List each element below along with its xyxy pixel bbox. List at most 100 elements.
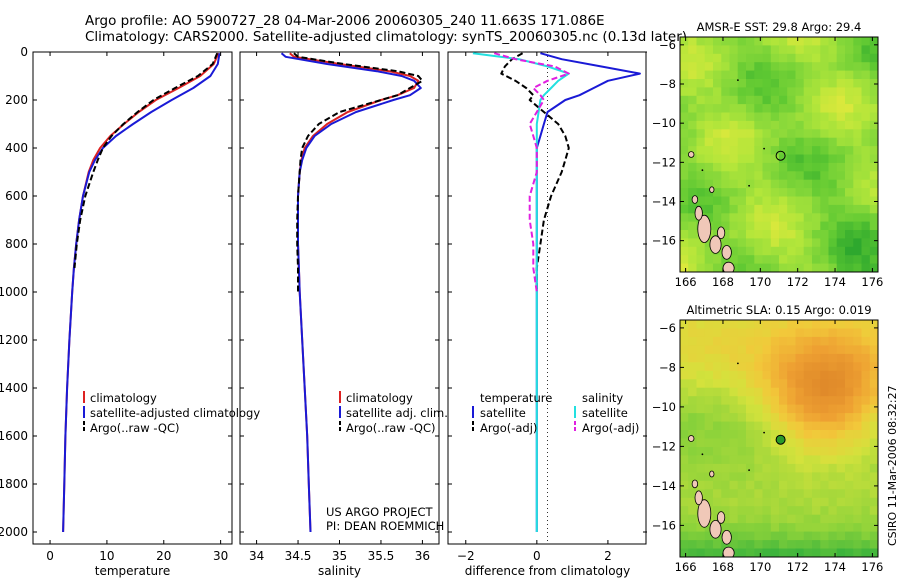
sla-map-cell: [721, 455, 731, 465]
sst-map-cell: [729, 154, 739, 164]
sla-map-cell: [845, 328, 854, 338]
x-axis-label: salinity: [318, 564, 361, 578]
sst-map-cell: [787, 204, 796, 214]
sst-map-cell: [861, 146, 871, 156]
sla-map-cell: [845, 345, 854, 355]
sst-map-cell: [803, 62, 813, 72]
sst-map-cell: [828, 154, 838, 164]
sst-map-cell: [688, 45, 697, 55]
sst-map-cell: [845, 204, 854, 214]
sst-map-cell: [853, 162, 863, 172]
sst-map-cell: [861, 104, 871, 114]
sst-map-cell: [869, 79, 878, 88]
sla-map-cell: [704, 387, 714, 397]
sst-map-cell: [746, 255, 755, 265]
sst-map-cell: [803, 204, 813, 214]
sla-map-cell: [836, 396, 846, 406]
sla-map-cell: [779, 447, 788, 457]
sst-map-cell: [787, 129, 796, 139]
sst-map-cell: [713, 179, 722, 189]
sst-map-cell: [836, 263, 846, 272]
sst-map-cell: [779, 70, 788, 80]
sst-map-cell: [812, 137, 821, 147]
sla-map-cell: [853, 514, 863, 524]
sla-map-cell: [795, 540, 805, 550]
sla-map-cell: [845, 336, 854, 346]
sla-map-cell: [713, 336, 722, 346]
sst-map-cell: [729, 188, 739, 198]
sla-map-cell: [762, 370, 772, 380]
sla-map-cell: [803, 489, 813, 499]
sla-map-cell: [746, 379, 755, 389]
sla-map-cell: [746, 506, 755, 516]
sla-map-cell: [861, 362, 871, 372]
sst-map-cell: [770, 112, 780, 122]
sst-map-cell: [853, 246, 863, 256]
sst-map: 166 168 170 172 174 176 −6 −8 −10 −12 −14 −16: [652, 36, 883, 289]
sst-map-cell: [869, 171, 878, 181]
sst-map-cell: [795, 196, 805, 206]
sst-map-cell: [680, 246, 689, 256]
sst-map-cell: [795, 255, 805, 265]
sla-map-cell: [795, 328, 805, 338]
sst-map-cell: [869, 120, 878, 130]
sla-map-cell: [803, 353, 813, 363]
sst-map-cell: [737, 62, 747, 72]
sst-map-cell: [680, 204, 689, 214]
sst-map-cell: [737, 238, 747, 248]
sst-map-cell: [812, 263, 821, 272]
sst-map-cell: [746, 146, 755, 156]
sst-map-cell: [770, 263, 780, 272]
sla-map-cell: [812, 438, 821, 448]
sla-map-cell: [779, 320, 788, 330]
sla-map-cell: [721, 489, 731, 499]
sla-map-cell: [812, 480, 821, 490]
sla-map-cell: [787, 353, 796, 363]
sla-map-cell: [803, 320, 813, 330]
islet-dot: [763, 147, 765, 150]
sst-map-cell: [754, 104, 764, 114]
sla-map-cell: [762, 447, 772, 457]
sla-map-cell: [779, 540, 788, 550]
sst-map-cell: [704, 112, 714, 122]
sst-map-cell: [820, 120, 830, 130]
sst-map-cell: [713, 137, 722, 147]
sst-map-cell: [779, 171, 788, 181]
sst-map-cell: [688, 62, 697, 72]
sst-map-cell: [779, 196, 788, 206]
sla-map-cell: [770, 506, 780, 516]
x-tick-label: 174: [824, 275, 846, 289]
sla-map-cell: [845, 548, 854, 557]
sst-map-cell: [754, 37, 764, 46]
sla-map-cell: [853, 353, 863, 363]
sla-map-cell: [737, 353, 747, 363]
sla-map-cell: [803, 548, 813, 557]
sla-map-cell: [836, 540, 846, 550]
sst-map-cell: [828, 230, 838, 239]
sla-map-cell: [869, 404, 878, 414]
sst-map-cell: [721, 230, 731, 239]
sst-map-cell: [770, 137, 780, 147]
sst-map-cell: [812, 230, 821, 239]
sla-map-cell: [795, 523, 805, 533]
sst-map-cell: [770, 162, 780, 172]
sla-map-cell: [721, 463, 731, 473]
sla-map-cell: [869, 548, 878, 557]
x-tick-label: 170: [749, 560, 771, 574]
sla-map-cell: [770, 345, 780, 355]
sst-map-cell: [803, 246, 813, 256]
sla-map-cell: [721, 438, 731, 448]
sst-map-cell: [828, 255, 838, 265]
sla-map-cell: [820, 362, 830, 372]
sst-map-cell: [828, 112, 838, 122]
sla-map-cell: [820, 472, 830, 482]
sst-map-cell: [812, 79, 821, 88]
sst-map-cell: [704, 62, 714, 72]
sst-map-cell: [803, 112, 813, 122]
sst-map-cell: [713, 221, 722, 231]
sla-map-cell: [754, 396, 764, 406]
sst-map-cell: [853, 53, 863, 63]
sla-map-cell: [770, 514, 780, 524]
sst-map-cell: [729, 104, 739, 114]
sla-map-cell: [688, 430, 697, 440]
